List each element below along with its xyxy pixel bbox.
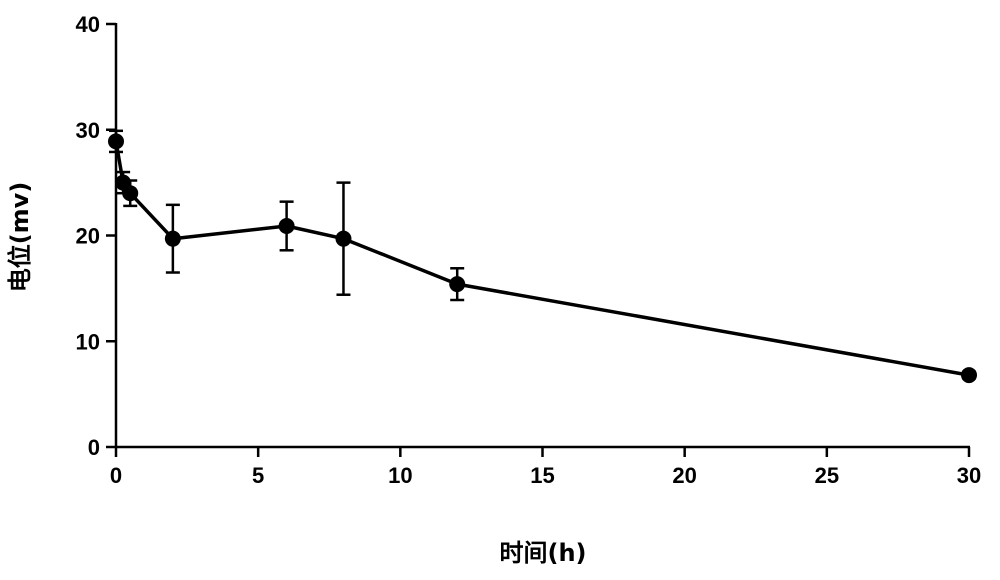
y-tick-label: 40 [76, 12, 100, 37]
data-points [108, 133, 977, 383]
error-bars [109, 131, 976, 378]
x-tick-label: 20 [672, 463, 696, 488]
series-lines [116, 141, 969, 375]
data-point [108, 133, 124, 149]
x-tick-label: 0 [110, 463, 122, 488]
x-tick-label: 5 [252, 463, 264, 488]
x-tick-label: 15 [530, 463, 554, 488]
x-axis-title: 时间(h) [499, 539, 586, 567]
data-point [961, 367, 977, 383]
y-tick-label: 20 [76, 224, 100, 249]
axes: 0 10 20 30 40 0 5 10 15 20 25 30 [76, 12, 982, 488]
y-axis-title: 电位(mv) [6, 182, 34, 293]
data-point [165, 231, 181, 247]
data-point [335, 231, 351, 247]
y-tick-label: 0 [88, 435, 100, 460]
series-line [116, 141, 969, 375]
data-point [449, 276, 465, 292]
data-point [279, 218, 295, 234]
y-tick-label: 10 [76, 329, 100, 354]
y-tick-label: 30 [76, 118, 100, 143]
data-point [122, 185, 138, 201]
x-tick-label: 25 [815, 463, 839, 488]
x-tick-label: 10 [388, 463, 412, 488]
x-tick-label: 30 [957, 463, 981, 488]
